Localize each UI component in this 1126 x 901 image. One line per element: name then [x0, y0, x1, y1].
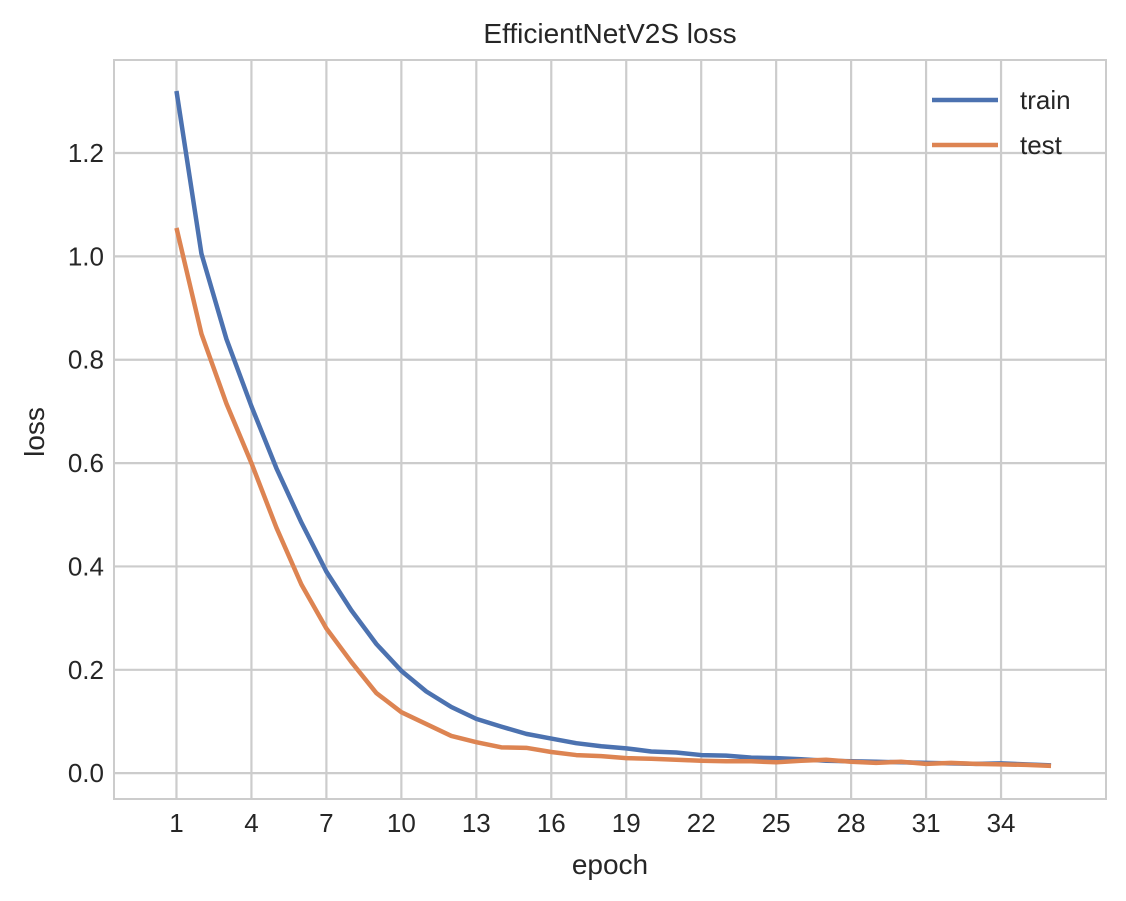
legend-label-train: train	[1020, 85, 1071, 115]
x-tick-label: 28	[837, 808, 866, 838]
x-tick-label: 10	[387, 808, 416, 838]
legend-label-test: test	[1020, 130, 1063, 160]
series-line-test	[174, 227, 1052, 769]
chart-title: EfficientNetV2S loss	[483, 18, 736, 49]
x-tick-label: 7	[319, 808, 333, 838]
y-tick-label: 0.8	[68, 345, 104, 375]
x-tick-label: 4	[244, 808, 258, 838]
x-axis-label: epoch	[572, 849, 648, 880]
x-tick-label: 13	[462, 808, 491, 838]
x-tick-labels: 1 4 7 10 13 16 19 22 25 28 31 34	[169, 808, 1015, 838]
grid-lines	[114, 60, 1106, 799]
x-tick-label: 34	[987, 808, 1016, 838]
x-tick-label: 19	[612, 808, 641, 838]
y-axis-label: loss	[19, 407, 50, 457]
y-tick-labels: 0.0 0.2 0.4 0.6 0.8 1.0 1.2	[68, 138, 104, 788]
series-layer	[174, 90, 1052, 769]
y-tick-label: 1.0	[68, 241, 104, 271]
y-tick-label: 1.2	[68, 138, 104, 168]
y-tick-label: 0.0	[68, 758, 104, 788]
y-tick-label: 0.6	[68, 448, 104, 478]
legend: train test	[932, 85, 1071, 160]
series-line-train	[174, 90, 1052, 768]
x-tick-label: 31	[912, 808, 941, 838]
x-tick-label: 1	[169, 808, 183, 838]
plot-frame	[113, 59, 1107, 800]
x-tick-label: 25	[762, 808, 791, 838]
x-tick-label: 16	[537, 808, 566, 838]
y-tick-label: 0.2	[68, 655, 104, 685]
y-tick-label: 0.4	[68, 551, 104, 581]
x-tick-label: 22	[687, 808, 716, 838]
